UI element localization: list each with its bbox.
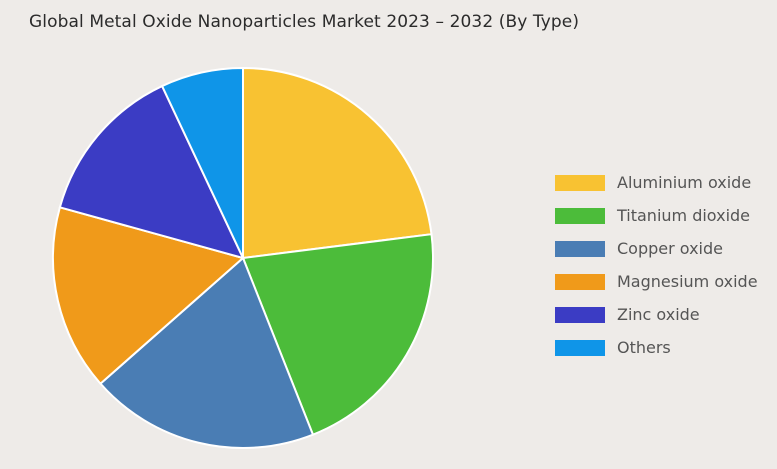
legend-item: Magnesium oxide	[555, 265, 777, 298]
legend-label: Magnesium oxide	[617, 272, 758, 291]
pie-slice-titanium-dioxide	[241, 233, 434, 436]
legend-label: Zinc oxide	[617, 305, 700, 324]
legend-label: Others	[617, 338, 671, 357]
chart-legend: Aluminium oxide Titanium dioxide Copper ox…	[555, 166, 777, 364]
legend-label: Copper oxide	[617, 239, 723, 258]
legend-item: Copper oxide	[555, 232, 777, 265]
pie-slice-aluminium-oxide	[242, 66, 433, 260]
pie-slice-others	[160, 66, 244, 259]
legend-item: Titanium dioxide	[555, 199, 777, 232]
legend-swatch	[555, 240, 605, 257]
legend-swatch	[555, 207, 605, 224]
pie-slice-zinc-oxide	[58, 84, 245, 260]
legend-label: Titanium dioxide	[617, 206, 751, 225]
legend-item: Aluminium oxide	[555, 166, 777, 199]
legend-label: Aluminium oxide	[617, 173, 752, 192]
pie-slice-magnesium-oxide	[52, 206, 246, 386]
legend-swatch	[555, 306, 605, 323]
legend-swatch	[555, 273, 605, 290]
legend-item: Others	[555, 331, 777, 364]
legend-item: Zinc oxide	[555, 298, 777, 331]
legend-swatch	[555, 339, 605, 356]
pie-slice-copper-oxide	[99, 256, 315, 449]
chart-title: Global Metal Oxide Nanoparticles Market …	[29, 12, 580, 32]
legend-swatch	[555, 174, 605, 191]
